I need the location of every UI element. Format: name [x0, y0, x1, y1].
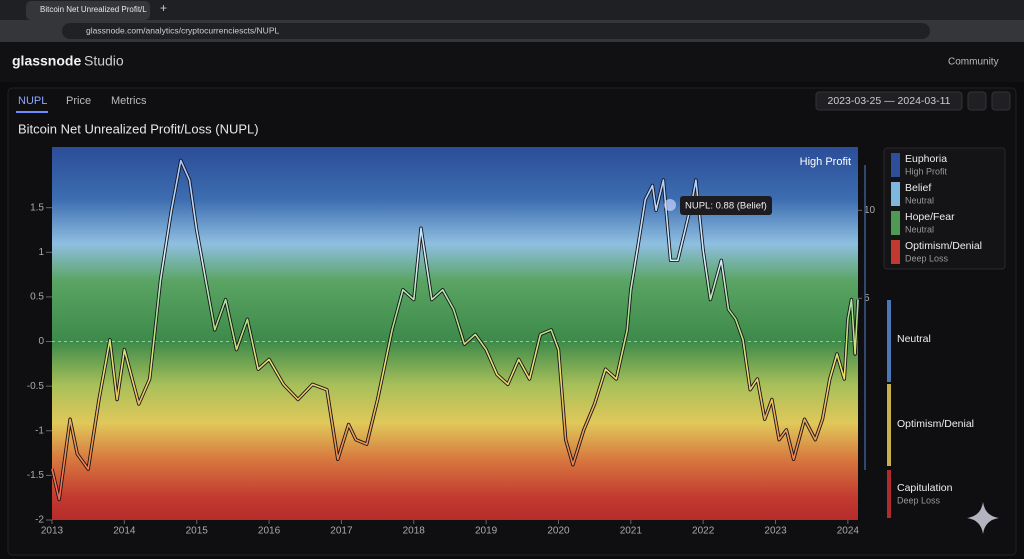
chart: -2 -1.5 -1 -0.5 0 0.5 1 1.5 5 10 2013 2014 2015 2016 2…	[27, 147, 1006, 537]
legend-sub: Neutral	[905, 195, 934, 205]
colorbar-segment	[887, 470, 891, 518]
legend-sub: Deep Loss	[905, 253, 949, 263]
date-picker[interactable]	[815, 91, 963, 111]
y-tick-label: -0.5	[27, 381, 45, 392]
x-tick-label: 2018	[403, 526, 426, 537]
legend-sub: High Profit	[905, 166, 948, 176]
series-line	[51, 159, 859, 501]
settings-button[interactable]	[991, 91, 1011, 111]
annotation: High Profit	[800, 156, 851, 168]
x-tick-label: 2013	[41, 526, 64, 537]
tab[interactable]	[26, 1, 150, 20]
y-tick-label: 0.5	[30, 292, 44, 303]
legend-label: Euphoria	[905, 153, 947, 165]
y-tick-label: -1.5	[27, 470, 45, 481]
colorbar-label: Capitulation	[897, 482, 953, 494]
active-tab-underline	[16, 111, 48, 113]
product: Studio	[84, 53, 124, 69]
legend-swatch	[891, 211, 900, 235]
y-tick-label: 0	[38, 336, 44, 347]
tab-nupl[interactable]: NUPL	[18, 95, 47, 107]
account[interactable]: Community	[948, 57, 999, 68]
colorbar-segment	[887, 384, 891, 466]
hover-dot	[664, 199, 676, 211]
y2-tick-label: 10	[864, 205, 876, 216]
x-tick-label: 2024	[837, 526, 860, 537]
tab-price[interactable]: Price	[66, 95, 91, 107]
new-tab[interactable]: +	[160, 1, 167, 15]
legend-box	[883, 147, 1006, 270]
x-tick-label: 2020	[547, 526, 570, 537]
x-tick-label: 2016	[258, 526, 281, 537]
x-tick-label: 2023	[764, 526, 787, 537]
colorbar-label: Neutral	[897, 333, 931, 345]
legend-label: Optimism/Denial	[905, 240, 982, 252]
legend-swatch	[891, 182, 900, 206]
tab-strip	[0, 0, 1024, 20]
x-tick-label: 2019	[475, 526, 498, 537]
tab-title: Bitcoin Net Unrealized Profit/L	[40, 5, 147, 14]
date-range: 2023-03-25 — 2024-03-11	[828, 95, 951, 107]
x-tick-label: 2021	[620, 526, 643, 537]
brand: glassnode	[12, 53, 81, 69]
chart-title: Bitcoin Net Unrealized Profit/Loss (NUPL…	[18, 121, 259, 136]
legend-sub: Neutral	[905, 224, 934, 234]
calendar-button[interactable]	[967, 91, 987, 111]
y-tick-label: 1.5	[30, 202, 44, 213]
y-tick-label: 1	[38, 247, 44, 258]
tooltip	[680, 196, 772, 215]
tab-metrics[interactable]: Metrics	[111, 95, 147, 107]
url: glassnode.com/analytics/cryptocurrencies…	[86, 25, 279, 35]
legend-swatch	[891, 153, 900, 177]
y-tick-label: -2	[35, 515, 44, 526]
x-tick-label: 2014	[113, 526, 136, 537]
x-tick-label: 2022	[692, 526, 715, 537]
y2-tick-label: 5	[864, 293, 870, 304]
legend-label: Belief	[905, 182, 931, 194]
colorbar-label: Optimism/Denial	[897, 418, 974, 430]
x-tick-label: 2015	[186, 526, 209, 537]
colorbar-segment	[887, 300, 891, 382]
app-header	[0, 42, 1024, 82]
address-bar[interactable]	[62, 23, 930, 39]
x-tick-label: 2017	[330, 526, 353, 537]
assistant-icon[interactable]	[967, 502, 999, 534]
colorbar-sub: Deep Loss	[897, 495, 941, 505]
legend-swatch	[891, 240, 900, 264]
tooltip-text: NUPL: 0.88 (Belief)	[685, 201, 767, 212]
legend-label: Hope/Fear	[905, 211, 955, 223]
y-tick-label: -1	[35, 425, 44, 436]
